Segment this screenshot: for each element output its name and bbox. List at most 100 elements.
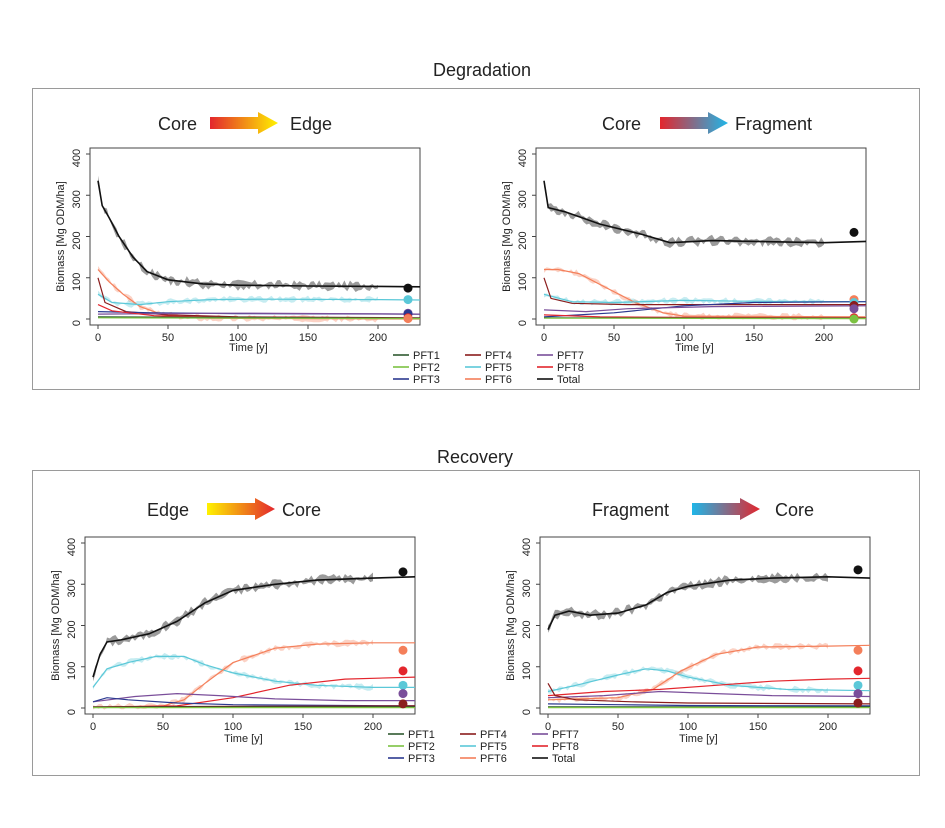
series-line-pft6 — [547, 644, 870, 701]
x-tick-label: 150 — [299, 332, 317, 344]
legend-label-pft4: PFT4 — [480, 729, 507, 741]
y-tick-label: 200 — [521, 620, 533, 638]
series-line-pft6 — [544, 268, 866, 318]
x-axis-label: Time [y] — [224, 733, 263, 745]
legend-label-pft5: PFT5 — [485, 362, 512, 374]
recovery-panel — [32, 470, 920, 776]
legend-label-pft4: PFT4 — [485, 350, 512, 362]
legend-label-pft2: PFT2 — [408, 741, 435, 753]
y-axis-label: Biomass [Mg ODM/ha] — [50, 570, 62, 681]
y-tick-label: 200 — [517, 231, 529, 249]
header-to-label: Fragment — [735, 114, 812, 134]
direction-arrow — [692, 498, 760, 520]
legend-label-pft7: PFT7 — [552, 729, 579, 741]
plot-frame — [539, 536, 871, 715]
x-tick-label: 50 — [162, 332, 174, 344]
x-tick-label: 100 — [675, 332, 693, 344]
legend-label-pft8: PFT8 — [552, 741, 579, 753]
y-tick-label: 300 — [71, 190, 83, 208]
header-to-label: Edge — [290, 114, 332, 134]
direction-arrow — [660, 112, 728, 134]
end-point-pft8 — [398, 666, 408, 676]
series-line-pft3 — [92, 697, 415, 707]
series-line-total — [543, 180, 866, 244]
degradation-title: Degradation — [433, 60, 532, 80]
series-band-pft6 — [548, 642, 828, 704]
end-point-pft4 — [853, 698, 863, 708]
series-group — [97, 175, 420, 323]
series-line-pft8 — [97, 304, 420, 319]
x-tick-label: 150 — [294, 721, 312, 733]
x-tick-label: 50 — [608, 332, 620, 344]
series-band-pft6 — [98, 266, 378, 323]
end-point-pft7 — [849, 304, 859, 314]
legend-label-pft1: PFT1 — [413, 350, 440, 362]
series-line-pft4 — [547, 683, 870, 705]
series-line-pft5 — [97, 293, 420, 306]
legend-label-pft3: PFT3 — [408, 753, 435, 765]
legend-label-total: Total — [557, 374, 580, 386]
series-line-pft7 — [92, 692, 415, 703]
series-line-pft4 — [543, 277, 866, 306]
degradation-panel — [32, 88, 920, 390]
y-tick-label: 100 — [66, 662, 78, 680]
x-tick-label: 200 — [364, 721, 382, 733]
series-group — [543, 180, 866, 321]
y-tick-label: 0 — [521, 709, 533, 715]
end-point-total — [849, 227, 859, 237]
series-line-pft8 — [547, 677, 870, 697]
series-band-total — [98, 175, 378, 292]
series-band-total — [548, 572, 828, 633]
header-to-label: Core — [282, 500, 321, 520]
legend-label-pft6: PFT6 — [480, 753, 507, 765]
legend-label-pft5: PFT5 — [480, 741, 507, 753]
y-tick-label: 300 — [66, 579, 78, 597]
end-point-pft7 — [853, 689, 863, 699]
legend-label-total: Total — [552, 753, 575, 765]
series-group — [547, 572, 870, 709]
series-line-pft8 — [92, 676, 415, 708]
x-tick-label: 0 — [90, 721, 96, 733]
y-tick-label: 400 — [71, 149, 83, 167]
x-axis-label: Time [y] — [229, 342, 268, 354]
x-tick-label: 100 — [229, 332, 247, 344]
end-point-pft2 — [849, 314, 859, 324]
series-group — [92, 572, 415, 710]
y-tick-label: 400 — [66, 538, 78, 556]
end-point-total — [403, 283, 413, 293]
direction-arrow — [210, 112, 278, 134]
y-tick-label: 200 — [66, 620, 78, 638]
series-line-pft6 — [92, 642, 415, 708]
x-tick-label: 100 — [679, 721, 697, 733]
header-to-label: Core — [775, 500, 814, 520]
series-line-pft6 — [97, 269, 420, 320]
end-point-pft8 — [853, 666, 863, 676]
series-line-pft5 — [543, 293, 866, 304]
y-axis-label: Biomass [Mg ODM/ha] — [55, 181, 67, 292]
series-line-total — [97, 180, 420, 288]
y-tick-label: 400 — [521, 538, 533, 556]
series-line-pft3 — [547, 703, 870, 707]
legend-label-pft1: PFT1 — [408, 729, 435, 741]
y-axis-label: Biomass [Mg ODM/ha] — [501, 181, 513, 292]
recovery-title: Recovery — [437, 447, 514, 467]
legend-label-pft2: PFT2 — [413, 362, 440, 374]
series-band-pft6 — [93, 639, 373, 710]
series-line-pft3 — [543, 301, 866, 318]
end-point-pft5 — [853, 680, 863, 690]
x-tick-label: 0 — [95, 332, 101, 344]
y-tick-label: 300 — [517, 190, 529, 208]
series-band-pft5 — [93, 652, 373, 691]
y-tick-label: 200 — [71, 231, 83, 249]
x-tick-label: 50 — [612, 721, 624, 733]
y-tick-label: 0 — [517, 320, 529, 326]
plot-frame — [535, 147, 867, 326]
y-tick-label: 400 — [517, 149, 529, 167]
series-line-pft2 — [97, 317, 420, 320]
y-tick-label: 100 — [517, 273, 529, 291]
series-line-pft5 — [92, 655, 415, 688]
x-tick-label: 100 — [224, 721, 242, 733]
x-tick-label: 150 — [749, 721, 767, 733]
end-point-total — [398, 567, 408, 577]
